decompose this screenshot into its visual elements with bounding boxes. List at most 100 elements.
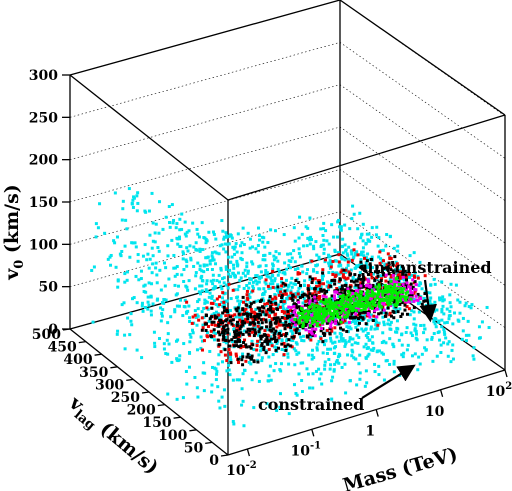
point-unconstrained [414, 323, 418, 327]
point-black [357, 317, 361, 321]
point-unconstrained [198, 249, 202, 253]
point-unconstrained [369, 327, 373, 331]
point-magenta [329, 325, 333, 329]
point-black [312, 329, 316, 333]
point-unconstrained [210, 294, 214, 298]
point-unconstrained [353, 253, 357, 257]
point-unconstrained [346, 263, 350, 267]
point-black [389, 314, 393, 318]
point-unconstrained [196, 307, 200, 311]
point-unconstrained [187, 279, 191, 283]
point-red [202, 339, 206, 343]
point-black [272, 333, 276, 337]
point-black [317, 280, 321, 284]
point-black [305, 334, 309, 338]
point-constrained [372, 300, 376, 304]
point-unconstrained [211, 278, 215, 282]
point-unconstrained [160, 312, 164, 316]
point-unconstrained [293, 239, 297, 243]
point-constrained [396, 295, 400, 299]
point-unconstrained [380, 351, 384, 355]
point-unconstrained [289, 252, 293, 256]
point-black [228, 319, 232, 323]
point-constrained [399, 295, 403, 299]
point-constrained [322, 307, 326, 311]
point-unconstrained [456, 298, 460, 302]
point-red [200, 316, 204, 320]
point-unconstrained [279, 321, 283, 325]
z-tick-label: 200 [29, 153, 58, 169]
point-unconstrained [245, 265, 249, 269]
point-unconstrained [338, 262, 342, 266]
point-unconstrained [270, 279, 274, 283]
point-black [358, 315, 362, 319]
point-black [424, 305, 428, 309]
point-unconstrained [243, 268, 247, 272]
point-unconstrained [441, 295, 445, 299]
point-black [363, 266, 367, 270]
point-unconstrained [380, 341, 384, 345]
point-constrained [335, 305, 339, 309]
point-black [283, 344, 287, 348]
point-black [403, 269, 407, 273]
point-unconstrained [216, 303, 220, 307]
point-unconstrained [222, 237, 226, 241]
point-red [205, 334, 209, 338]
point-unconstrained [317, 286, 321, 290]
point-unconstrained [356, 323, 360, 327]
point-constrained [382, 289, 386, 293]
point-unconstrained [109, 253, 113, 257]
point-constrained [381, 293, 385, 297]
point-unconstrained [231, 245, 235, 249]
point-unconstrained [378, 349, 382, 353]
point-black [210, 306, 214, 310]
point-unconstrained [343, 243, 347, 247]
point-unconstrained [442, 330, 446, 334]
point-magenta [416, 298, 420, 302]
point-black [235, 344, 239, 348]
point-constrained [308, 309, 312, 313]
point-unconstrained [275, 342, 279, 346]
point-constrained [387, 302, 391, 306]
point-black [403, 282, 407, 286]
point-unconstrained [320, 382, 324, 386]
point-red [280, 277, 284, 281]
point-red [371, 296, 375, 300]
point-unconstrained [263, 245, 267, 249]
point-unconstrained [438, 338, 442, 342]
point-red [261, 317, 265, 321]
point-unconstrained [370, 255, 374, 259]
point-black [224, 338, 228, 342]
point-black [252, 315, 256, 319]
point-black [228, 344, 232, 348]
point-unconstrained [128, 255, 132, 259]
point-unconstrained [397, 338, 401, 342]
point-black [243, 321, 247, 325]
point-unconstrained [237, 315, 241, 319]
point-magenta [395, 280, 399, 284]
point-unconstrained [247, 361, 251, 365]
point-magenta [338, 293, 342, 297]
point-constrained [325, 312, 329, 316]
point-unconstrained [215, 372, 219, 376]
point-red [227, 282, 231, 286]
point-unconstrained [231, 420, 235, 424]
point-black [257, 316, 261, 320]
point-red [323, 258, 327, 262]
point-red [325, 328, 329, 332]
point-unconstrained [227, 234, 231, 238]
point-unconstrained [205, 289, 209, 293]
point-unconstrained [199, 248, 203, 252]
point-unconstrained [321, 351, 325, 355]
point-unconstrained [241, 352, 245, 356]
point-constrained [297, 311, 301, 315]
y-tick-label: 200 [127, 403, 156, 419]
point-unconstrained [232, 247, 236, 251]
point-red [395, 262, 399, 266]
point-unconstrained [213, 250, 217, 254]
point-unconstrained [335, 335, 339, 339]
point-unconstrained [273, 286, 277, 290]
point-constrained [359, 308, 363, 312]
point-constrained [317, 310, 321, 314]
point-red [243, 309, 247, 313]
